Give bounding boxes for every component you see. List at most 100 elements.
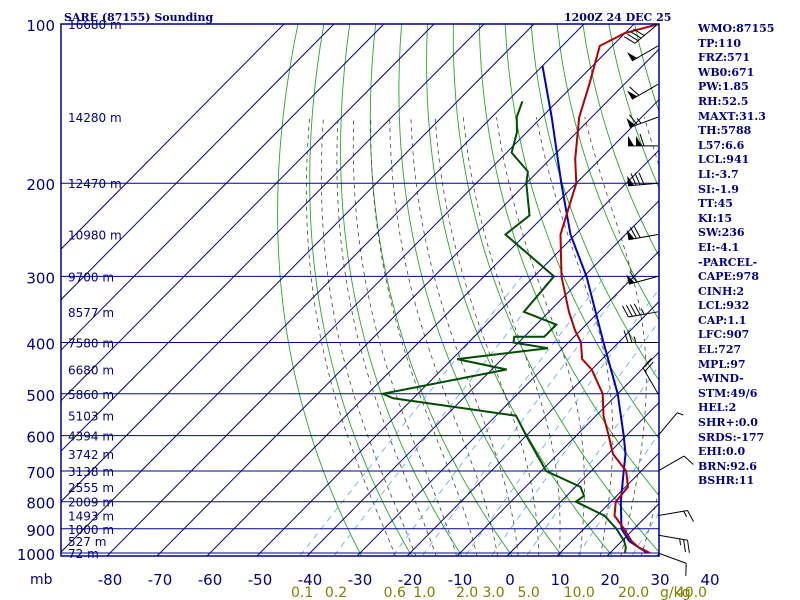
wind-barb: [642, 357, 659, 395]
wind-barb: [657, 455, 694, 472]
isotherm-line: [406, 300, 659, 556]
index-item: SI:-1.9: [698, 182, 739, 196]
isotherm-line: [306, 199, 659, 556]
temperature-tick-label: 20: [600, 571, 619, 589]
index-item: KI:15: [698, 211, 733, 225]
indices-panel: WMO:87155 TP:110 FRZ:571 WB0:671 PW:1.85 RH:5…: [698, 22, 774, 489]
height-label: 7580 m: [68, 336, 114, 350]
pressure-tick-label: 900: [26, 522, 55, 540]
index-item: LCL:932: [698, 299, 750, 313]
temperature-tick-label: -80: [98, 571, 123, 589]
mixing-ratio-label: 20.0: [618, 585, 649, 600]
mixing-ratio-line: [421, 276, 632, 556]
index-item: MPL:97: [698, 357, 746, 371]
mixing-ratio-line: [526, 364, 659, 556]
mixing-ratio-line: [392, 276, 606, 556]
pressure-tick-label: 1000: [17, 546, 55, 564]
height-label: 6680 m: [68, 364, 114, 378]
temperature-tick-label: -20: [398, 571, 423, 589]
index-item: BSHR:11: [698, 474, 755, 488]
pressure-tick-label: 400: [26, 335, 55, 353]
pressure-tick-label: 800: [26, 495, 55, 513]
index-item: RH:52.5: [698, 94, 749, 108]
temperature-tick-label: -50: [248, 571, 273, 589]
dry-adiabat-line: [277, 24, 363, 556]
index-item: EHI:0.0: [698, 445, 746, 459]
pressure-tick-label: 200: [26, 176, 55, 194]
wind-barb: [626, 226, 659, 241]
index-item: STM:49/6: [698, 386, 758, 400]
height-label: 527 m: [68, 535, 106, 549]
temperature-line: [559, 24, 659, 554]
index-item: -PARCEL-: [698, 255, 758, 269]
mixing-ratio-unit: g/kg: [660, 585, 691, 600]
index-item: EL:727: [698, 343, 742, 357]
index-item: EI:-4.1: [698, 240, 740, 254]
dry-adiabat-line: [398, 24, 563, 556]
moist-adiabat-line: [352, 117, 457, 556]
mixing-ratio-line: [490, 320, 659, 556]
height-label: 9700 m: [68, 270, 114, 284]
pressure-tick-label: 700: [26, 464, 55, 482]
plot-frame: [60, 23, 660, 557]
isotherm-line: [61, 24, 285, 250]
index-item: LCL:941: [698, 153, 750, 167]
wind-barb: [623, 23, 659, 44]
index-item: TT:45: [698, 197, 733, 211]
isotherm-line: [61, 24, 585, 553]
isotherm-line: [156, 48, 659, 556]
moist-adiabat-line: [336, 117, 437, 556]
wind-barb: [621, 303, 659, 318]
index-item: -WIND-: [698, 372, 744, 386]
dry-adiabat-line: [369, 24, 513, 556]
temperature-tick-label: 10: [550, 571, 569, 589]
isotherm-line: [61, 24, 335, 301]
pressure-unit-label: mb: [30, 572, 53, 588]
isotherm-line: [61, 24, 435, 402]
isotherm-line: [506, 401, 659, 556]
wind-barb: [626, 114, 659, 128]
chart-datetime: 1200Z 24 DEC 25: [564, 11, 671, 24]
dewpoint-line: [379, 100, 627, 554]
height-label: 16680 m: [68, 18, 122, 32]
height-label: 5103 m: [68, 410, 114, 424]
index-item: BRN:92.6: [698, 459, 757, 473]
height-label: 12470 m: [68, 177, 122, 191]
index-item: SW:236: [698, 226, 745, 240]
temperature-tick-label: 40: [700, 571, 719, 589]
isotherm-line: [106, 24, 635, 556]
index-item: CINH:2: [698, 284, 745, 298]
pressure-tick-label: 600: [26, 429, 55, 447]
pressure-tick-label: 100: [26, 17, 55, 35]
pressure-tick-label: 500: [26, 387, 55, 405]
temperature-tick-label: -60: [198, 571, 223, 589]
height-label: 2009 m: [68, 496, 114, 510]
index-item: FRZ:571: [698, 51, 751, 65]
index-item: WB0:671: [698, 65, 755, 79]
wind-barb: [627, 45, 659, 62]
height-label: 2555 m: [68, 481, 114, 495]
temperature-tick-label: -40: [298, 571, 323, 589]
index-item: L57:6.6: [698, 138, 745, 152]
dry-adiabat-line: [309, 24, 413, 556]
wind-barb: [626, 271, 659, 285]
mixing-ratio-label: 40.0: [676, 585, 707, 600]
index-item: MAXT:31.3: [698, 109, 766, 123]
index-item: CAP:1.1: [698, 313, 747, 327]
dry-adiabat-line: [452, 24, 659, 553]
mixing-ratio-label: 0.6: [384, 585, 406, 600]
wind-barb: [657, 509, 695, 522]
mixing-ratio-label: 1.0: [413, 585, 435, 600]
dry-adiabat-line: [530, 24, 659, 381]
pressure-tick-label: 300: [26, 269, 55, 287]
mixing-ratio-label: 5.0: [517, 585, 539, 600]
index-item: HEL:2: [698, 401, 737, 415]
mixing-ratio-line: [631, 511, 659, 556]
height-label: 5860 m: [68, 388, 114, 402]
height-label: 1493 m: [68, 510, 114, 524]
height-label: 14280 m: [68, 111, 122, 125]
mixing-ratio-line: [576, 432, 659, 556]
moist-adiabat-line: [434, 117, 540, 556]
isotherm-line: [61, 24, 535, 503]
